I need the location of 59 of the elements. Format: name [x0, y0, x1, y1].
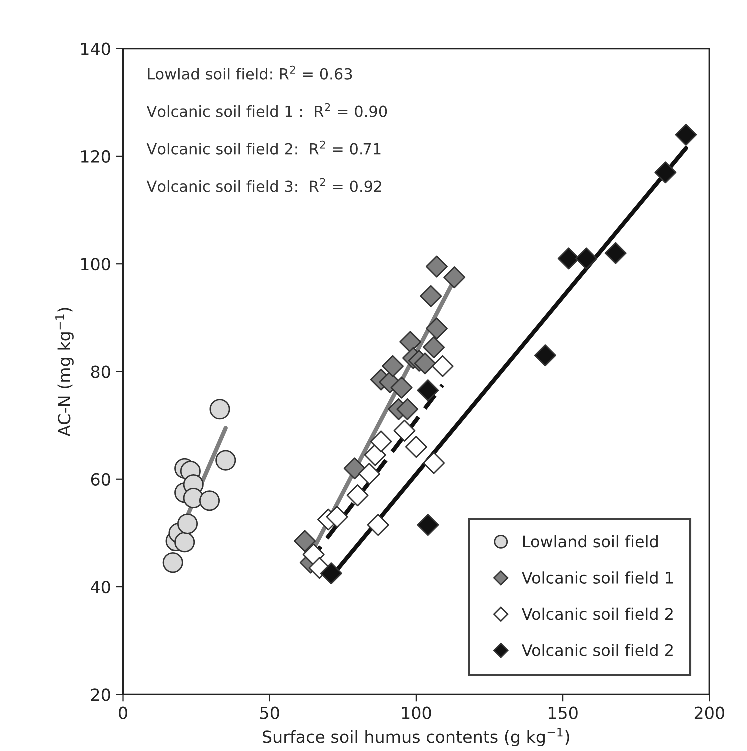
x-tick-label: 100	[402, 706, 432, 720]
point	[382, 355, 404, 378]
annotation: Volcanic soil field 1 : R$^{2}$ = 0.90	[146, 103, 388, 118]
y-tick-label: 100	[81, 258, 110, 271]
point	[390, 376, 413, 399]
x-tick-label: 150	[548, 706, 578, 720]
point	[534, 344, 556, 367]
annotation: Volcanic soil field 3: R$^{2}$ = 0.92	[146, 178, 382, 192]
point	[423, 452, 446, 474]
legend-label: Volcanic soil field 2	[522, 608, 673, 620]
point	[302, 544, 325, 566]
point	[420, 285, 442, 308]
point	[320, 562, 342, 585]
point	[417, 380, 440, 402]
y-tick-label: 140	[81, 42, 110, 56]
point	[177, 514, 198, 534]
point	[405, 436, 428, 458]
x-tick-label: 200	[694, 706, 724, 720]
point	[199, 490, 220, 512]
y-tick-label: 20	[91, 688, 110, 702]
point	[210, 399, 230, 420]
point	[294, 530, 316, 552]
point	[558, 248, 580, 270]
point	[654, 162, 677, 184]
point	[396, 398, 419, 420]
legend-label: Lowland soil field	[523, 535, 658, 548]
annotation: Lowlad soil field: R$^{2}$ = 0.63	[148, 66, 352, 80]
point	[423, 336, 446, 359]
point	[444, 266, 466, 289]
point	[183, 488, 204, 508]
point	[400, 331, 422, 354]
x-tick-label: 0	[119, 706, 128, 720]
point	[414, 352, 436, 375]
y-axis-title: AC-N (mg kg$^{−1}$)	[56, 308, 74, 437]
point	[162, 552, 184, 574]
point	[417, 514, 440, 536]
point	[367, 514, 390, 536]
point	[604, 242, 627, 264]
point	[576, 248, 598, 270]
point	[344, 458, 366, 480]
point	[358, 463, 381, 485]
legend-label: Volcanic soil field 2	[522, 644, 673, 656]
y-tick-label: 120	[81, 150, 110, 164]
x-axis-title: Surface soil humus contents (g kg$^{−1}$)	[263, 728, 570, 747]
x-tick-label: 50	[260, 706, 280, 720]
point	[394, 420, 416, 442]
point	[216, 450, 236, 471]
point	[675, 124, 698, 146]
y-tick-label: 40	[91, 580, 110, 594]
y-tick-label: 60	[91, 473, 110, 486]
point	[426, 318, 448, 340]
point	[426, 256, 448, 278]
point	[326, 506, 348, 528]
point	[174, 532, 196, 553]
point	[346, 484, 369, 507]
y-tick-label: 80	[91, 366, 110, 378]
legend-label: Volcanic soil field 1	[522, 572, 674, 584]
annotation: Volcanic soil field 2: R$^{2}$ = 0.71	[146, 140, 381, 155]
point	[370, 430, 392, 453]
